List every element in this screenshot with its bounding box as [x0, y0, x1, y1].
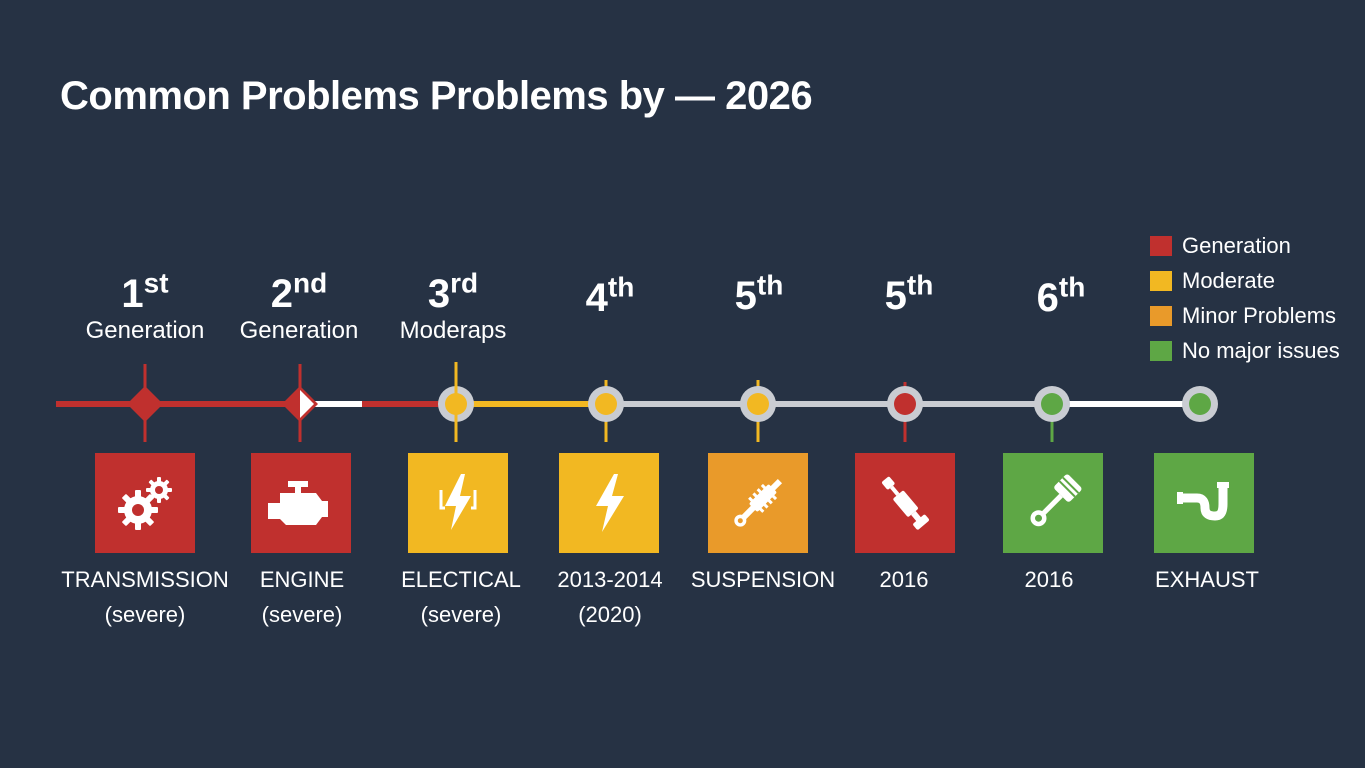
- generation-label-6: 5th: [824, 271, 994, 318]
- legend-label: Minor Problems: [1182, 302, 1337, 328]
- timeline-node-5: [740, 380, 776, 442]
- generation-subtitle: Moderaps: [399, 317, 507, 344]
- caption-title: SUSPENSION: [690, 567, 836, 592]
- generation-suffix: th: [906, 269, 934, 301]
- generation-subtitle: Generation: [239, 317, 359, 344]
- timeline-node-8: [1182, 386, 1218, 422]
- timeline-node-2: [282, 364, 318, 442]
- icon-box-2013-2014: [559, 453, 659, 553]
- caption-exhaust: EXHAUST: [1122, 565, 1292, 595]
- generation-subtitle: Generation: [85, 317, 205, 344]
- caption-2016-piston: 2016: [964, 565, 1134, 595]
- generation-suffix: th: [756, 269, 784, 301]
- caption-transmission: TRANSMISSION (severe): [60, 565, 230, 635]
- generation-number: 4: [585, 276, 608, 320]
- icon-box-2016-strut: [855, 453, 955, 553]
- legend-item-no-major: No major issues: [1150, 333, 1340, 368]
- timeline-node-1: [127, 364, 163, 442]
- timeline-node-3: [438, 362, 474, 442]
- legend-item-minor: Minor Problems: [1150, 298, 1340, 333]
- lightning-icon: [596, 474, 624, 532]
- piston-icon: [1030, 474, 1082, 527]
- generation-label-7: 6th: [976, 273, 1146, 320]
- strut-icon: [882, 476, 929, 530]
- generation-number: 1: [121, 272, 144, 316]
- icon-box-electrical: [408, 453, 508, 553]
- engine-icon: [268, 481, 328, 525]
- icon-box-2016-piston: [1003, 453, 1103, 553]
- caption-title: 2013-2014: [557, 567, 663, 592]
- generation-number: 5: [734, 274, 757, 318]
- legend-label: Moderate: [1182, 267, 1275, 293]
- generation-label-1: 1st Generation: [60, 269, 230, 346]
- legend-item-moderate: Moderate: [1150, 263, 1340, 298]
- caption-severity: (2020): [578, 602, 642, 627]
- shock-absorber-icon: [734, 478, 783, 527]
- timeline-node-4: [588, 380, 624, 442]
- legend-swatch-yellow: [1150, 270, 1172, 291]
- caption-electrical: ELECTICAL (severe): [376, 565, 546, 635]
- timeline-node-6: [887, 382, 923, 442]
- icon-box-transmission: [95, 453, 195, 553]
- caption-title: TRANSMISSION: [61, 567, 229, 592]
- caption-2016-strut: 2016: [819, 565, 989, 595]
- caption-title: ENGINE: [259, 567, 345, 592]
- caption-engine: ENGINE (severe): [217, 565, 387, 635]
- generation-label-4: 4th: [525, 273, 695, 320]
- icon-box-suspension: [708, 453, 808, 553]
- generation-suffix: rd: [450, 267, 479, 299]
- timeline: [56, 362, 1218, 442]
- legend-swatch-green: [1150, 340, 1172, 361]
- battery-bolt-icon: [439, 474, 477, 530]
- legend-item-generation: Generation: [1150, 228, 1340, 263]
- page-title: Common Problems Problems by — 2026: [60, 74, 813, 118]
- generation-number: 2: [270, 272, 294, 316]
- generation-suffix: nd: [293, 267, 328, 299]
- gears-icon: [118, 477, 172, 530]
- caption-severity: (severe): [104, 602, 186, 627]
- generation-number: 6: [1036, 276, 1059, 320]
- exhaust-pipe-icon: [1177, 482, 1229, 521]
- generation-number: 5: [884, 274, 907, 318]
- caption-severity: (severe): [261, 602, 343, 627]
- icon-box-engine: [251, 453, 351, 553]
- legend: Generation Moderate Minor Problems No ma…: [1150, 228, 1340, 368]
- legend-swatch-orange: [1150, 305, 1172, 326]
- caption-severity: (severe): [420, 602, 502, 627]
- generation-suffix: th: [1058, 271, 1086, 303]
- caption-suspension: SUSPENSION: [678, 565, 848, 595]
- icon-box-exhaust: [1154, 453, 1254, 553]
- generation-number: 3: [427, 272, 451, 316]
- caption-title: ELECTICAL: [401, 567, 521, 592]
- generation-suffix: st: [143, 267, 169, 299]
- generation-label-2: 2nd Generation: [214, 269, 384, 346]
- caption-title: 2016: [1024, 567, 1074, 592]
- timeline-node-7: [1034, 386, 1070, 442]
- caption-2013-2014: 2013-2014 (2020): [525, 565, 695, 635]
- caption-title: EXHAUST: [1155, 567, 1259, 592]
- legend-label: Generation: [1182, 232, 1291, 258]
- legend-swatch-red: [1150, 235, 1172, 256]
- legend-label: No major issues: [1182, 337, 1340, 363]
- caption-title: 2016: [879, 567, 929, 592]
- generation-label-5: 5th: [674, 271, 844, 318]
- generation-label-3: 3rd Moderaps: [368, 269, 538, 346]
- generation-suffix: th: [607, 271, 635, 303]
